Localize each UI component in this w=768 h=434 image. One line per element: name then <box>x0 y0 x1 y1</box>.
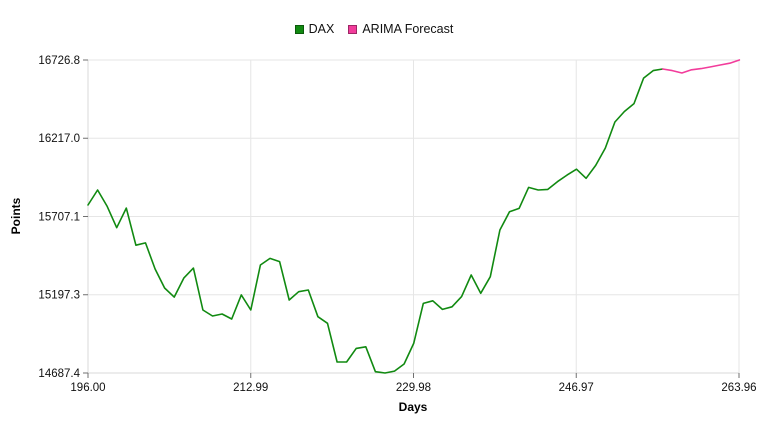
y-tick-label: 15707.1 <box>38 212 80 224</box>
y-axis-title: Points <box>9 197 23 235</box>
x-axis-title: Days <box>398 400 428 414</box>
legend-item-arima-forecast[interactable]: ARIMA Forecast <box>348 22 453 36</box>
y-tick-label: 16217.0 <box>38 133 80 145</box>
x-tick-label: 229.98 <box>396 382 431 394</box>
dax-series-label: DAX <box>308 22 335 36</box>
arima-series-swatch <box>348 24 358 34</box>
y-tick-label: 14687.4 <box>38 368 80 380</box>
legend-item-dax[interactable]: DAX <box>294 22 335 36</box>
y-tick-label: 16726.8 <box>38 55 80 67</box>
x-tick-label: 196.00 <box>70 382 105 394</box>
arima-series-label: ARIMA Forecast <box>362 22 454 36</box>
legend: DAX ARIMA Forecast <box>0 22 768 36</box>
series-line-arima-forecast[interactable] <box>661 59 741 74</box>
x-tick-label: 212.99 <box>233 382 268 394</box>
x-tick-label: 246.97 <box>559 382 594 394</box>
dax-series-swatch <box>294 24 304 34</box>
x-tick-label: 263.96 <box>721 382 756 394</box>
series-line-dax[interactable] <box>87 68 664 374</box>
y-tick-label: 15197.3 <box>38 290 80 302</box>
